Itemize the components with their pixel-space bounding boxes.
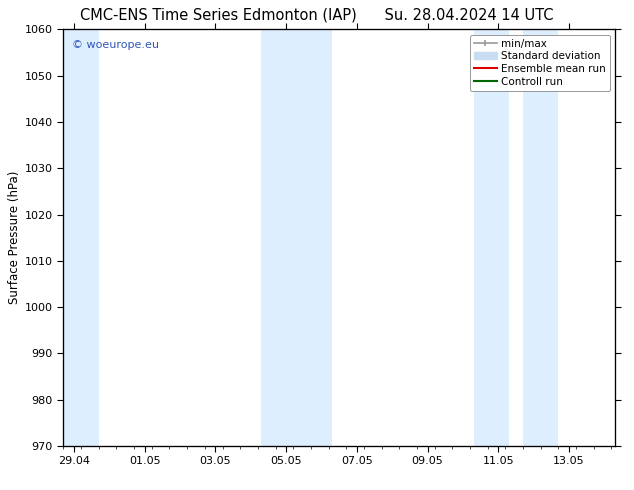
Bar (474, 29, 509, 446)
Bar (523, 29, 559, 446)
Legend: min/max, Standard deviation, Ensemble mean run, Controll run: min/max, Standard deviation, Ensemble me… (470, 35, 610, 91)
Bar (63, 29, 99, 446)
Bar (261, 29, 332, 446)
Y-axis label: Surface Pressure (hPa): Surface Pressure (hPa) (8, 171, 21, 304)
Text: CMC-ENS Time Series Edmonton (IAP)      Su. 28.04.2024 14 UTC: CMC-ENS Time Series Edmonton (IAP) Su. 2… (81, 7, 553, 23)
Text: © woeurope.eu: © woeurope.eu (72, 40, 158, 50)
